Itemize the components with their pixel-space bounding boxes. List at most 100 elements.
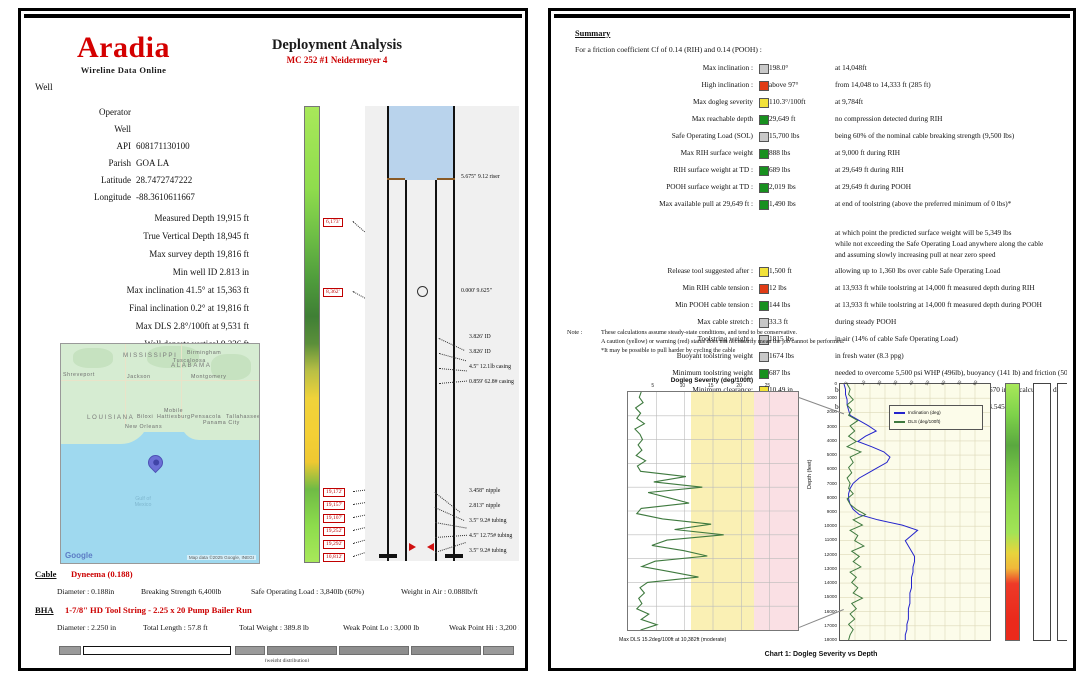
- casing-shoe-right: [445, 554, 463, 558]
- dogleg-severity-chart[interactable]: [627, 391, 799, 631]
- toolstring-weight-bar: [59, 646, 514, 655]
- dogleg-xtick: 20: [736, 383, 742, 389]
- well-field-operator: Operator: [35, 107, 136, 117]
- depth-tag: 10,812': [323, 553, 346, 562]
- summary-row-label: Max inclination :: [702, 63, 753, 72]
- stat-key: Measured Depth: [154, 213, 215, 223]
- left-page-content: Aradia Wireline Data Online Deployment A…: [27, 21, 519, 662]
- depth-tag: 19,292': [323, 540, 346, 549]
- summary-row: POOH surface weight at TD : 2,019 lbs at 2…: [557, 182, 1067, 193]
- wellbore-pipe-right: [1057, 383, 1067, 641]
- casing-shoe-left: [379, 554, 397, 558]
- well-schematic: 5.675" 9.12 riser 0.000' 9.625" 3.826' I…: [365, 106, 519, 561]
- summary-row-note: in air (14% of cable Safe Operating Load…: [835, 334, 958, 343]
- depth-tag: 8,362': [323, 288, 343, 297]
- summary-row: Max inclination : 198.0° at 14,048ft: [557, 63, 1067, 74]
- field-key: Latitude: [101, 175, 131, 185]
- status-swatch: [759, 64, 769, 74]
- schematic-annotation: 4.5" 12.75# tubing: [469, 533, 513, 539]
- well-stat-row: True Vertical Depth 18,945 ft: [27, 231, 249, 241]
- footnote-line: A caution (yellow) or warning (red) stat…: [601, 338, 845, 345]
- status-swatch: [759, 132, 769, 142]
- chart-legend: Inclination (deg) DLS (deg/100ft): [889, 405, 983, 431]
- status-swatch: [759, 267, 769, 277]
- tool-depth-circle: [417, 286, 428, 297]
- schematic-annotation: 3.5" 9.2# tubing: [469, 518, 507, 524]
- map-terrain: [73, 348, 113, 368]
- dogleg-chart-plot: [634, 392, 724, 630]
- casing-string-outer-right: [453, 106, 455, 561]
- status-swatch: [759, 335, 769, 345]
- page-subtitle: MC 252 #1 Neidermeyer 4: [286, 55, 388, 65]
- map-place-label: ALABAMA: [171, 362, 212, 369]
- page-title: Deployment Analysis: [271, 37, 403, 53]
- depth-ytick: 0: [834, 381, 837, 386]
- summary-row-label: Max dogleg severity: [693, 97, 753, 106]
- map-place-label: Tuscaloosa: [173, 358, 206, 364]
- bha-detail-item: Weak Point Hi : 3,200 lb: [449, 623, 519, 632]
- schematic-annotation: 3.458" nipple: [469, 488, 501, 494]
- summary-row-note: at 13,933 ft while toolstring at 14,000 …: [835, 300, 1042, 309]
- cable-detail-item: Diameter : 0.188in: [57, 587, 115, 596]
- depth-ytick: 3000: [826, 423, 837, 429]
- depth-tag: 19,172': [323, 488, 346, 497]
- stat-value: 18,945 ft: [216, 231, 250, 241]
- summary-row-note: at 29,649 ft during POOH: [835, 182, 912, 191]
- summary-row: Max RIH surface weight 888 lbs at 9,000 ft…: [557, 148, 1067, 159]
- cable-detail-item: Breaking Strength 6,400lb: [141, 587, 222, 596]
- field-key: Well: [114, 124, 131, 134]
- depth-tag: 19,107': [323, 514, 346, 523]
- dogleg-chart-grid: [628, 392, 798, 630]
- wellhead-left: [387, 178, 405, 180]
- summary2-row: Minimum toolstring weight 687 lbs needed t…: [557, 368, 1067, 379]
- summary-row-note: needed to overcome 5,500 psi WHP (496lb)…: [835, 368, 1067, 377]
- summary-row-note: at 14,048ft: [835, 63, 867, 72]
- footnote-line: These calculations assume steady-state c…: [601, 329, 798, 336]
- location-map[interactable]: MISSISSIPPI ALABAMA LOUISIANA Birmingham Tus…: [60, 343, 260, 564]
- footnote-line: *It may be possible to pull harder by cy…: [601, 347, 736, 354]
- summary-row-value: 33.3 ft: [769, 317, 789, 326]
- summary-row-note: in fresh water (8.3 ppg): [835, 351, 904, 360]
- mid-annotation: 0.000' 9.625": [461, 288, 492, 294]
- summary-row-label: Min POOH cable tension :: [675, 300, 753, 309]
- summary-title: Summary: [575, 29, 611, 38]
- depth-ytick: 10000: [824, 523, 837, 529]
- annotation-leader: [438, 338, 465, 351]
- field-value: -88.3610611667: [136, 192, 195, 202]
- map-attribution: Map data ©2025 Google, INEGI: [186, 555, 256, 560]
- bha-name: 1-7/8" HD Tool String - 2.25 x 20 Pump B…: [65, 605, 252, 615]
- dogleg-xtick: 5: [651, 383, 655, 389]
- summary-row-label: POOH surface weight at TD :: [666, 182, 753, 191]
- brand-block: Aradia Wireline Data Online: [77, 33, 170, 76]
- summary2-row: Max cable stretch : 33.3 ft during steady …: [557, 317, 1067, 328]
- field-value: GOA LA: [136, 158, 170, 168]
- bha-detail-item: Total Length : 57.8 ft: [143, 623, 208, 632]
- map-road: [125, 344, 126, 424]
- well-field-longitude: Longitude -88.3610611667: [35, 192, 195, 202]
- cable-detail-item: Weight in Air : 0.088lb/ft: [401, 587, 478, 596]
- annotation-leader: [435, 534, 467, 538]
- stat-value: 19,816 ft: [216, 249, 250, 259]
- well-location-pin[interactable]: [146, 453, 165, 472]
- summary-row: RIH surface weight at TD : 689 lbs at 29,6…: [557, 165, 1067, 176]
- stat-key: Max DLS: [135, 321, 172, 331]
- summary-row-value: 12 lbs: [769, 283, 787, 292]
- summary-continuation: at which point the predicted surface wei…: [835, 228, 1012, 237]
- field-key: Parish: [108, 158, 132, 168]
- wellhead-right: [437, 178, 455, 180]
- summary-row-value: 1815 lbs: [769, 334, 794, 343]
- well-stat-row: Min well ID 2.813 in: [27, 267, 249, 277]
- chart-caption: Chart 1: Dogleg Severity vs Depth: [764, 651, 878, 658]
- bha-detail-item: Diameter : 2.250 in: [57, 623, 117, 632]
- left-report-page: Aradia Wireline Data Online Deployment A…: [18, 8, 528, 671]
- summary-continuation: and assuming slowly increasing pull at n…: [835, 250, 996, 259]
- map-place-label: MISSISSIPPI: [123, 352, 178, 359]
- summary-row-note: at 29,649 ft during RIH: [835, 165, 904, 174]
- depth-ytick: 11000: [824, 537, 837, 543]
- google-logo: Google: [65, 551, 93, 560]
- main-chart-plot: [843, 384, 919, 640]
- summary-row: Max dogleg severity 110.3°/100ft at 9,784f…: [557, 97, 1067, 108]
- summary-row-label: Minimum toolstring weight: [672, 368, 753, 377]
- summary-row-note: no compression detected during RIH: [835, 114, 943, 123]
- schematic-annotation: 3.826' ID: [469, 349, 491, 355]
